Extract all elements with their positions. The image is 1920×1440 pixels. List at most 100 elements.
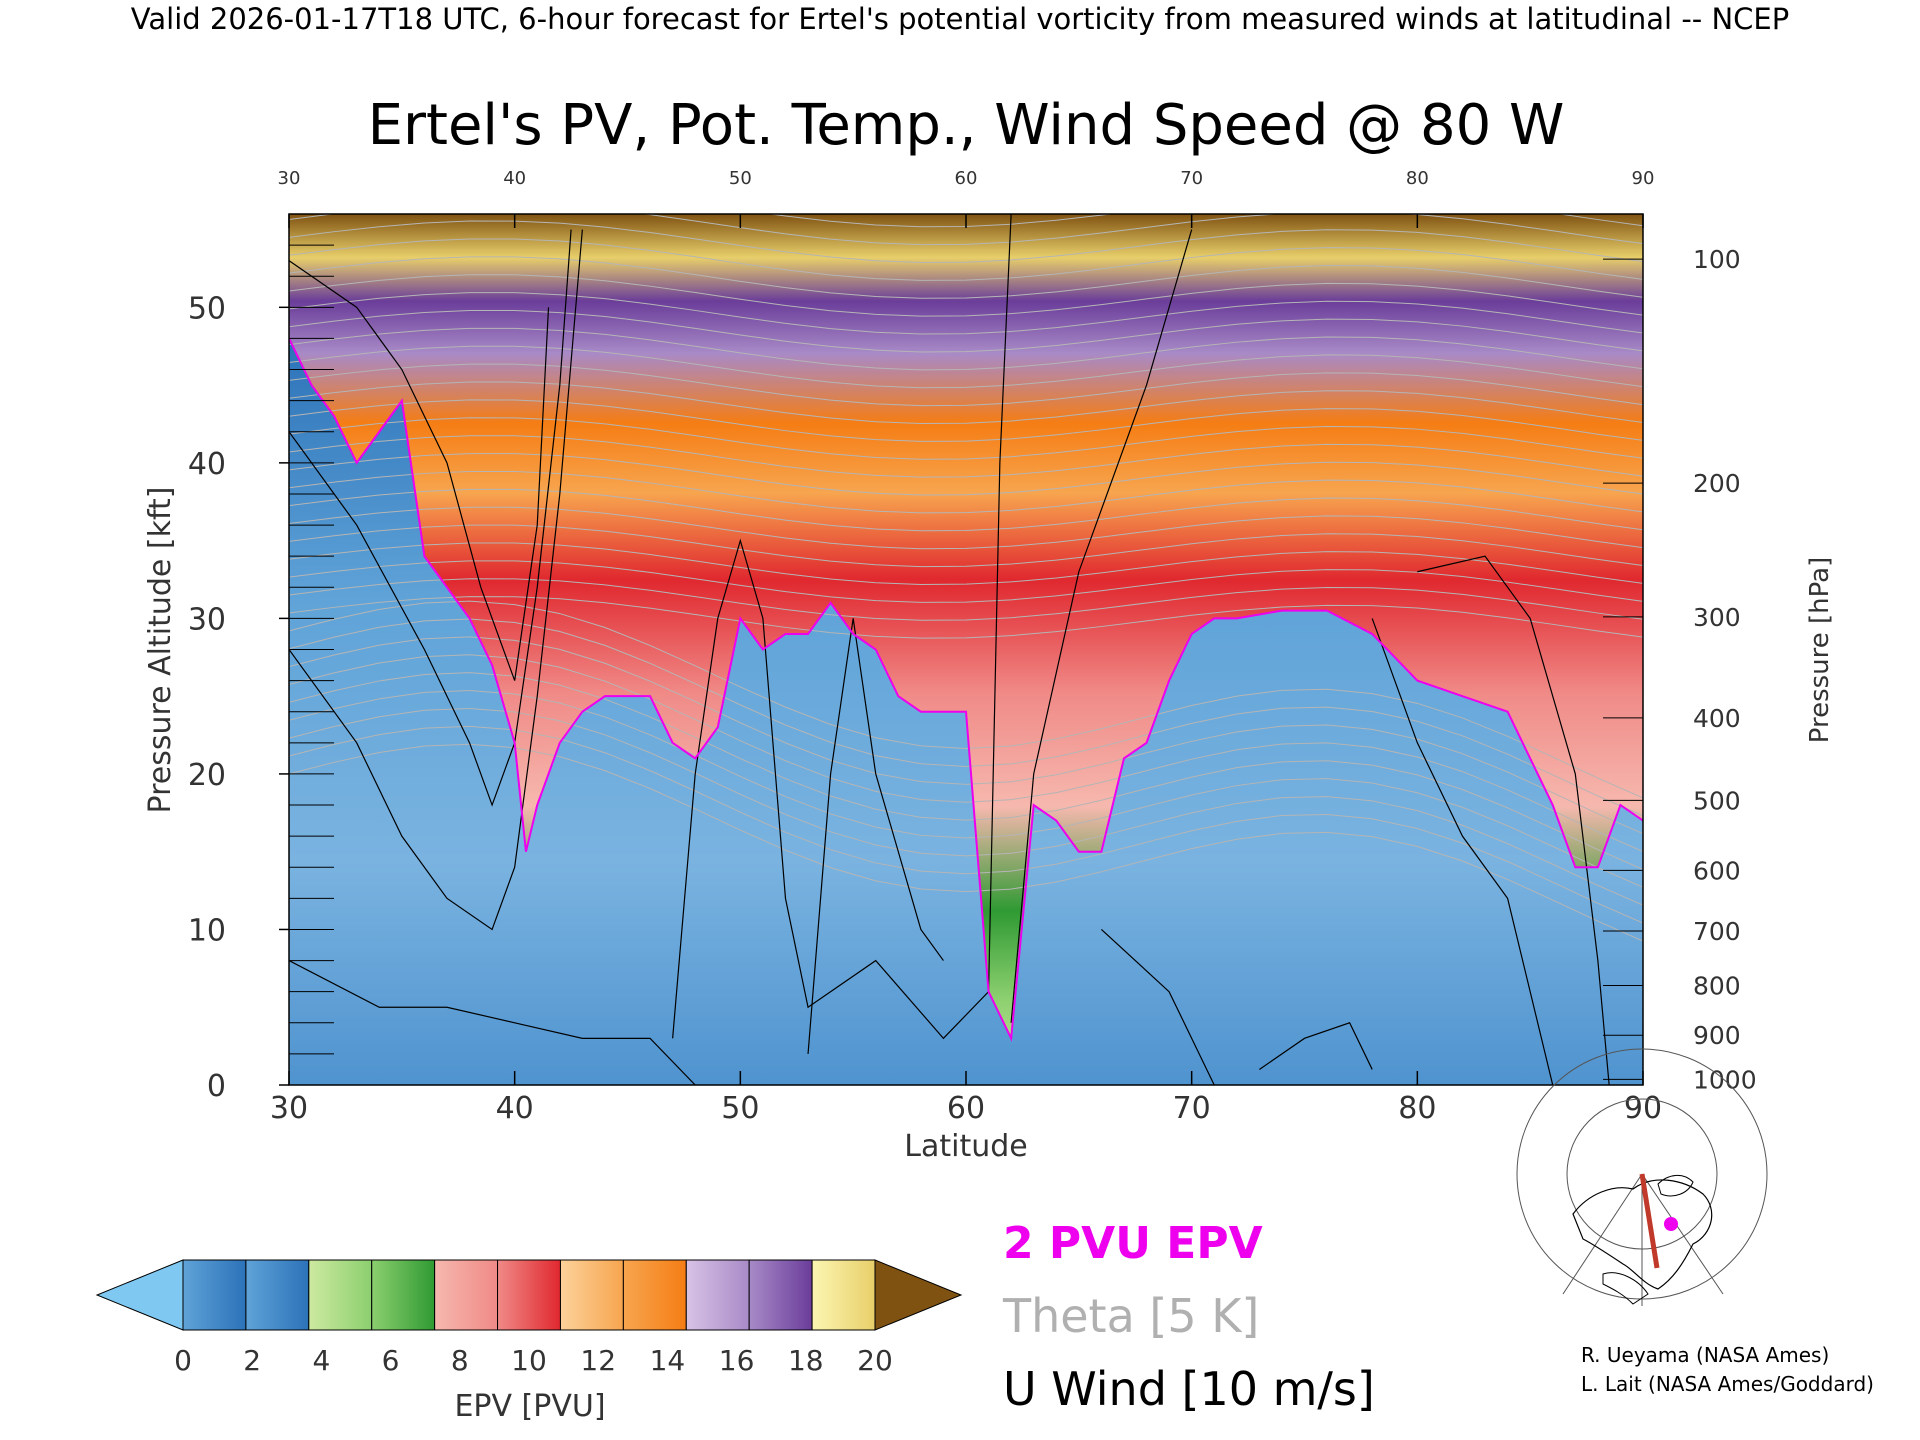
u-wind-contour xyxy=(807,618,944,1054)
pressure-tick-label: 400 xyxy=(1693,704,1741,733)
theta-contour xyxy=(289,524,1643,568)
pressure-tick-label: 300 xyxy=(1693,603,1741,632)
u-wind-contour xyxy=(1417,555,1610,1085)
theta-contour xyxy=(289,636,1643,835)
theta-contour xyxy=(289,707,1643,906)
y-tick-label: 0 xyxy=(207,1069,226,1104)
x-tick-label-top: 40 xyxy=(503,168,526,189)
colorbar-label: EPV [PVU] xyxy=(454,1389,605,1424)
epv-colorbar: 0 2 4 6 8 10 12 14 16 18 20 xyxy=(95,1259,963,1377)
pressure-tick-label: 700 xyxy=(1693,917,1741,946)
locator-map xyxy=(1516,1048,1768,1306)
u-wind-contour xyxy=(289,229,572,807)
colorbar-tick-label: 20 xyxy=(857,1344,893,1377)
colorbar-tick-label: 6 xyxy=(382,1344,400,1377)
meridian-line xyxy=(1641,1173,1724,1295)
x-tick-label-top: 90 xyxy=(1632,168,1655,189)
colorbar-tick-label: 0 xyxy=(174,1344,192,1377)
theta-contour xyxy=(289,238,1643,281)
colorbar-tick-label: 18 xyxy=(788,1344,824,1377)
chart-title: Ertel's PV, Pot. Temp., Wind Speed @ 80 … xyxy=(368,93,1565,158)
theta-contour xyxy=(289,453,1643,496)
theta-contour xyxy=(289,381,1643,424)
legend-entry-theta: Theta [5 K] xyxy=(1002,1289,1259,1343)
x-tick-label: 90 xyxy=(1624,1091,1662,1126)
theta-contour xyxy=(289,488,1643,532)
pressure-tick-label: 200 xyxy=(1693,469,1741,498)
colorbar-band xyxy=(434,1259,499,1331)
y-tick-label: 50 xyxy=(188,291,226,326)
x-tick-label: 80 xyxy=(1398,1091,1436,1126)
y-tick-label: 30 xyxy=(188,602,226,637)
credit-line-2: L. Lait (NASA Ames/Goddard) xyxy=(1581,1372,1874,1396)
theta-contour xyxy=(289,560,1643,603)
theta-contour xyxy=(289,470,1643,514)
pv-2pvu-contour xyxy=(289,337,1643,1042)
theta-contour xyxy=(289,672,1643,870)
colorbar-band xyxy=(371,1259,436,1331)
theta-contour xyxy=(289,292,1643,335)
plot-area xyxy=(289,42,1643,1085)
x-tick-label-top: 60 xyxy=(955,168,978,189)
theta-contour xyxy=(289,618,1643,817)
colorbar-over-arrow xyxy=(874,1259,963,1331)
theta-contour xyxy=(289,435,1643,478)
pressure-tick-label: 500 xyxy=(1693,786,1741,815)
theta-contour xyxy=(289,399,1643,442)
colorbar-band xyxy=(748,1259,813,1331)
theta-contour xyxy=(289,417,1643,460)
x-tick-label-top: 50 xyxy=(729,168,752,189)
coastline xyxy=(1657,1175,1694,1197)
y-tick-label: 10 xyxy=(188,913,226,948)
field-layers xyxy=(289,42,1643,1085)
colorbar-under-arrow xyxy=(95,1259,184,1331)
cross-section-line xyxy=(1639,1173,1660,1269)
x-axis-label: Latitude xyxy=(904,1129,1027,1164)
colorbar-band xyxy=(308,1259,373,1331)
theta-contour xyxy=(289,345,1643,389)
x-tick-label-top: 30 xyxy=(278,168,301,189)
x-tick-label: 60 xyxy=(947,1091,985,1126)
location-marker xyxy=(1664,1217,1678,1231)
theta-contour xyxy=(289,42,1643,83)
x-tick-label: 30 xyxy=(270,1091,308,1126)
colorbar-band xyxy=(811,1259,876,1331)
u-wind-contour xyxy=(672,214,1012,1040)
u-wind-contour xyxy=(1100,929,1215,1085)
legend: 2 PVU EPV Theta [5 K] U Wind [10 m/s] xyxy=(1002,1218,1375,1416)
u-wind-contour xyxy=(1371,618,1554,1085)
colorbar-tick-label: 8 xyxy=(451,1344,469,1377)
colorbar-band xyxy=(182,1259,247,1331)
colorbar-tick-label: 12 xyxy=(580,1344,616,1377)
legend-entry-pv: 2 PVU EPV xyxy=(1003,1218,1263,1269)
colorbar-tick-label: 10 xyxy=(511,1344,547,1377)
y-axis-label: Pressure Altitude [kft] xyxy=(143,487,178,814)
theta-contour xyxy=(289,309,1643,353)
meridian-line xyxy=(1562,1173,1643,1295)
u-wind-contour xyxy=(1259,1022,1373,1070)
colorbar-tick-label: 14 xyxy=(650,1344,686,1377)
u-wind-contour xyxy=(289,960,696,1085)
colorbar-tick-label: 4 xyxy=(312,1344,330,1377)
theta-contour xyxy=(289,363,1643,407)
x-tick-label-top: 80 xyxy=(1406,168,1429,189)
theta-contour xyxy=(289,654,1643,853)
x-tick-label: 70 xyxy=(1173,1091,1211,1126)
theta-contour xyxy=(289,327,1643,371)
x-tick-label: 50 xyxy=(721,1091,759,1126)
axes: 3030404050506060707080809090010203040501… xyxy=(188,168,1757,1126)
pressure-tick-label: 600 xyxy=(1693,856,1741,885)
theta-contour xyxy=(289,274,1643,317)
x-tick-label: 40 xyxy=(496,1091,534,1126)
colorbar-tick-label: 16 xyxy=(719,1344,755,1377)
y-axis-right-label: Pressure [hPa] xyxy=(1805,557,1835,744)
theta-contour xyxy=(289,596,1643,639)
colorbar-band xyxy=(685,1259,750,1331)
troposphere-field xyxy=(289,338,1643,1085)
coastline xyxy=(1572,1179,1713,1290)
header-text: Valid 2026-01-17T18 UTC, 6-hour forecast… xyxy=(131,2,1789,36)
coastline xyxy=(1602,1272,1649,1305)
u-wind-contour xyxy=(1010,229,1193,1023)
legend-entry-wind: U Wind [10 m/s] xyxy=(1003,1362,1375,1416)
